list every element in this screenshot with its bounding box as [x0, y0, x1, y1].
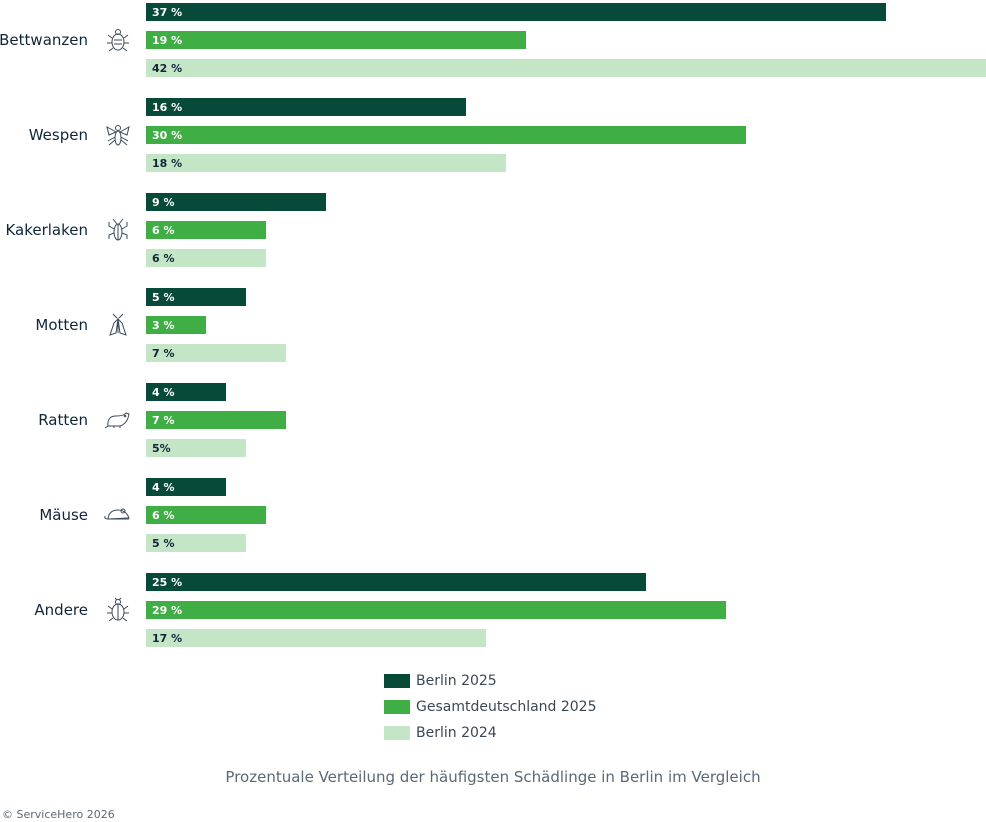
- legend-item-berlin-2025: Berlin 2025: [384, 668, 597, 694]
- bar-value-label: 9 %: [152, 196, 175, 209]
- legend-swatch: [384, 726, 410, 740]
- bar-value-label: 42 %: [152, 62, 182, 75]
- legend-item-berlin-2024: Berlin 2024: [384, 720, 597, 746]
- bar: [146, 439, 246, 457]
- bar: [146, 601, 726, 619]
- category-label: Bettwanzen: [0, 31, 88, 49]
- bar-value-label: 3 %: [152, 319, 175, 332]
- category-group: Mäuse 4 % 6 % 5 %: [39, 478, 266, 552]
- category-label: Kakerlaken: [5, 221, 88, 239]
- bar: [146, 316, 206, 334]
- bar: [146, 534, 246, 552]
- rat-icon: [104, 412, 130, 429]
- bar-value-label: 4 %: [152, 386, 175, 399]
- bar: [146, 154, 506, 172]
- bar-value-label: 25 %: [152, 576, 182, 589]
- bar-value-label: 7 %: [152, 347, 175, 360]
- mouse-icon: [104, 508, 130, 520]
- legend-label: Gesamtdeutschland 2025: [416, 699, 597, 715]
- bar-value-label: 16 %: [152, 101, 182, 114]
- copyright-text: © ServiceHero 2026: [2, 808, 115, 821]
- bar-value-label: 5 %: [152, 537, 175, 550]
- category-group: Motten 5 % 3 % 7 %: [35, 288, 286, 362]
- bar: [146, 98, 466, 116]
- bar: [146, 31, 526, 49]
- cockroach-icon: [108, 218, 128, 241]
- legend: Berlin 2025 Gesamtdeutschland 2025 Berli…: [384, 668, 597, 746]
- bar: [146, 59, 986, 77]
- bar: [146, 288, 246, 306]
- bar: [146, 249, 266, 267]
- category-label: Ratten: [38, 411, 88, 429]
- chart-caption: Prozentuale Verteilung der häufigsten Sc…: [225, 768, 761, 786]
- bar-value-label: 19 %: [152, 34, 182, 47]
- wasp-icon: [106, 125, 130, 146]
- legend-label: Berlin 2024: [416, 725, 497, 741]
- bar: [146, 221, 266, 239]
- bar-value-label: 30 %: [152, 129, 182, 142]
- bar: [146, 629, 486, 647]
- bar-chart: Bettwanzen 37 % 19 % 42 % Wespen 16 % 30 % 18 %…: [0, 3, 986, 647]
- bedbug-icon: [107, 29, 129, 52]
- bar-value-label: 5 %: [152, 291, 175, 304]
- bar: [146, 506, 266, 524]
- bar: [146, 193, 326, 211]
- bar-value-label: 6 %: [152, 224, 175, 237]
- category-group: Andere 25 % 29 % 17 %: [34, 573, 726, 647]
- bar-value-label: 7 %: [152, 414, 175, 427]
- beetle-icon: [107, 597, 129, 622]
- bar-value-label: 6 %: [152, 509, 175, 522]
- bar-value-label: 5%: [152, 442, 171, 455]
- bar: [146, 573, 646, 591]
- legend-item-gesamtdeutschland-2025: Gesamtdeutschland 2025: [384, 694, 597, 720]
- legend-label: Berlin 2025: [416, 673, 497, 689]
- category-label: Mäuse: [39, 506, 88, 524]
- bar: [146, 383, 226, 401]
- bar-value-label: 6 %: [152, 252, 175, 265]
- category-label: Motten: [35, 316, 88, 334]
- moth-icon: [109, 313, 127, 336]
- category-label: Andere: [34, 601, 88, 619]
- bar: [146, 478, 226, 496]
- bar-value-label: 18 %: [152, 157, 182, 170]
- bar: [146, 126, 746, 144]
- category-group: Ratten 4 % 7 % 5%: [38, 383, 286, 457]
- bar-value-label: 4 %: [152, 481, 175, 494]
- category-group: Wespen 16 % 30 % 18 %: [29, 98, 746, 172]
- bar: [146, 411, 286, 429]
- bar-value-label: 17 %: [152, 632, 182, 645]
- bar-value-label: 29 %: [152, 604, 182, 617]
- bar: [146, 3, 886, 21]
- bar-value-label: 37 %: [152, 6, 182, 19]
- bar: [146, 344, 286, 362]
- category-group: Bettwanzen 37 % 19 % 42 %: [0, 3, 986, 77]
- legend-swatch: [384, 674, 410, 688]
- category-label: Wespen: [29, 126, 88, 144]
- legend-swatch: [384, 700, 410, 714]
- category-group: Kakerlaken 9 % 6 % 6 %: [5, 193, 326, 267]
